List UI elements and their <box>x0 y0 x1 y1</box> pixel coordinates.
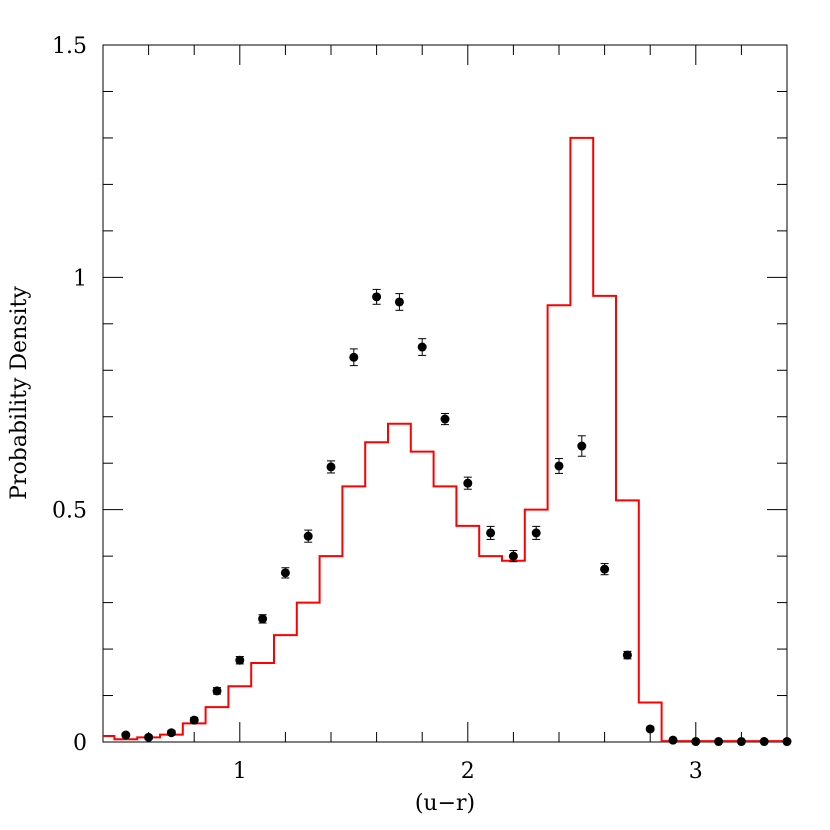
data-point <box>417 338 427 356</box>
data-point <box>189 715 199 725</box>
point-marker <box>280 568 290 578</box>
data-point <box>372 288 382 305</box>
data-point <box>691 737 701 747</box>
data-point <box>326 460 336 474</box>
data-point <box>280 567 290 579</box>
x-tick-label: 1 <box>233 759 247 784</box>
point-marker <box>486 528 496 538</box>
point-marker <box>394 297 404 307</box>
ticks <box>102 44 788 743</box>
data-point <box>554 458 564 474</box>
point-marker <box>554 461 564 471</box>
data-points <box>121 288 792 747</box>
point-marker <box>212 686 222 696</box>
x-tick-label: 3 <box>689 759 703 784</box>
y-axis-label: Probability Density <box>7 286 32 500</box>
point-marker <box>144 732 154 742</box>
y-tick-label: 1 <box>73 266 87 291</box>
point-marker <box>189 715 199 725</box>
y-tick-label: 0 <box>73 731 87 756</box>
point-marker <box>463 478 473 488</box>
data-point <box>212 686 222 696</box>
data-point <box>622 650 632 660</box>
data-point <box>235 655 245 665</box>
y-tick-label: 0.5 <box>52 499 87 524</box>
data-point <box>668 735 678 745</box>
data-point <box>303 529 313 543</box>
point-marker <box>235 655 245 665</box>
tick-labels: 1 2 3 0 0.5 1 1.5 <box>52 34 703 784</box>
plot-frame <box>102 44 788 743</box>
data-point <box>166 728 176 738</box>
point-marker <box>166 728 176 738</box>
data-point <box>144 732 154 742</box>
point-marker <box>668 735 678 745</box>
data-point <box>531 525 541 540</box>
data-point <box>486 525 496 540</box>
data-point <box>508 550 518 563</box>
point-marker <box>440 414 450 424</box>
x-axis-label: (u−r) <box>415 791 475 816</box>
data-point <box>349 348 359 367</box>
x-tick-label: 2 <box>461 759 475 784</box>
y-tick-label: 1.5 <box>52 34 87 59</box>
data-point <box>577 435 587 457</box>
point-marker <box>303 531 313 541</box>
point-marker <box>782 737 792 747</box>
data-point <box>714 737 724 747</box>
point-marker <box>577 441 587 451</box>
point-marker <box>736 737 746 747</box>
point-marker <box>600 564 610 574</box>
data-point <box>759 737 769 747</box>
point-marker <box>714 737 724 747</box>
point-marker <box>349 352 359 362</box>
point-marker <box>326 462 336 472</box>
data-point <box>394 293 404 311</box>
point-marker <box>258 614 268 624</box>
point-marker <box>645 724 655 734</box>
histogram-line <box>103 136 787 743</box>
data-point <box>645 724 655 734</box>
data-point <box>440 412 450 426</box>
point-marker <box>759 737 769 747</box>
data-point <box>258 614 268 624</box>
point-marker <box>531 528 541 538</box>
data-point <box>600 563 610 576</box>
point-marker <box>691 737 701 747</box>
point-marker <box>372 292 382 302</box>
point-marker <box>508 551 518 561</box>
data-point <box>463 476 473 490</box>
data-point <box>121 730 131 740</box>
data-point <box>736 737 746 747</box>
data-point <box>782 737 792 747</box>
point-marker <box>417 342 427 352</box>
point-marker <box>622 650 632 660</box>
point-marker <box>121 730 131 740</box>
